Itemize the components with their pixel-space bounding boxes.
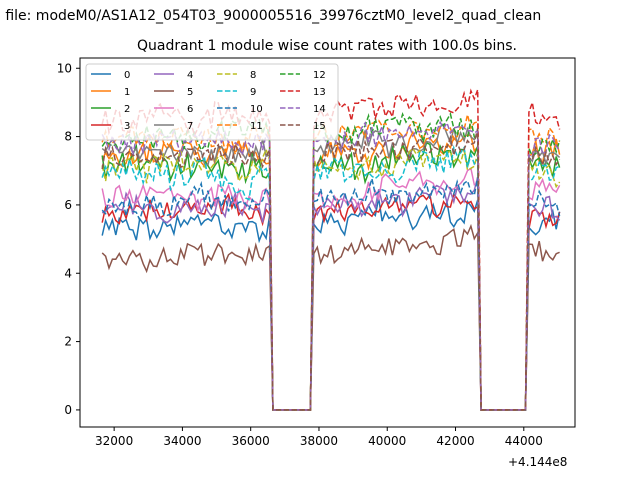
y-axis: 0 2 4 6 8 10 — [57, 61, 80, 417]
x-tick-label: 36000 — [232, 434, 270, 448]
figure-suptitle: n file: modeM0/AS1A12_054T03_9000005516_… — [0, 8, 541, 24]
x-tick-label: 32000 — [95, 434, 133, 448]
x-tick-label: 42000 — [436, 434, 474, 448]
y-tick-label: 2 — [64, 335, 72, 349]
series-line-1 — [101, 130, 561, 411]
legend-label-12: 12 — [313, 70, 326, 81]
legend-label-4: 4 — [187, 70, 193, 81]
series-line-0 — [101, 197, 561, 411]
legend-label-1: 1 — [124, 87, 130, 98]
x-tick-label: 44000 — [505, 434, 543, 448]
series-line-15 — [101, 128, 561, 411]
y-tick-label: 0 — [64, 403, 72, 417]
legend-box — [85, 63, 339, 141]
legend-label-0: 0 — [124, 70, 130, 81]
y-tick-label: 8 — [64, 130, 72, 144]
legend-label-3: 3 — [124, 121, 130, 132]
legend-label-6: 6 — [187, 104, 193, 115]
legend-label-15: 15 — [313, 121, 326, 132]
legend-label-11: 11 — [250, 121, 263, 132]
series-line-12 — [101, 111, 561, 411]
series-line-5 — [101, 223, 560, 411]
legend-label-8: 8 — [250, 70, 256, 81]
legend-label-5: 5 — [187, 87, 193, 98]
x-tick-label: 38000 — [300, 434, 338, 448]
y-tick-label: 6 — [64, 198, 72, 212]
series-line-6 — [101, 167, 561, 411]
series-line-10 — [101, 177, 561, 411]
series-line-4 — [101, 176, 561, 411]
legend-label-9: 9 — [250, 87, 256, 98]
legend-label-10: 10 — [250, 104, 263, 115]
legend-label-2: 2 — [124, 104, 130, 115]
legend-label-14: 14 — [313, 104, 326, 115]
plot-area-frame — [79, 57, 576, 428]
series-line-9 — [101, 145, 560, 411]
y-tick-label: 4 — [64, 266, 72, 280]
x-tick-label: 34000 — [163, 434, 201, 448]
x-axis: 32000 34000 36000 38000 40000 42000 44000 — [95, 427, 543, 448]
legend-label-7: 7 — [187, 121, 193, 132]
chart-title: Quadrant 1 module wise count rates with … — [137, 38, 517, 54]
series-line-2 — [101, 141, 561, 411]
legend-label-13: 13 — [313, 87, 326, 98]
x-tick-label: 40000 — [368, 434, 406, 448]
series-line-11 — [101, 114, 561, 411]
y-tick-label: 10 — [57, 61, 72, 75]
x-offset-text: +4.144e8 — [508, 455, 567, 469]
